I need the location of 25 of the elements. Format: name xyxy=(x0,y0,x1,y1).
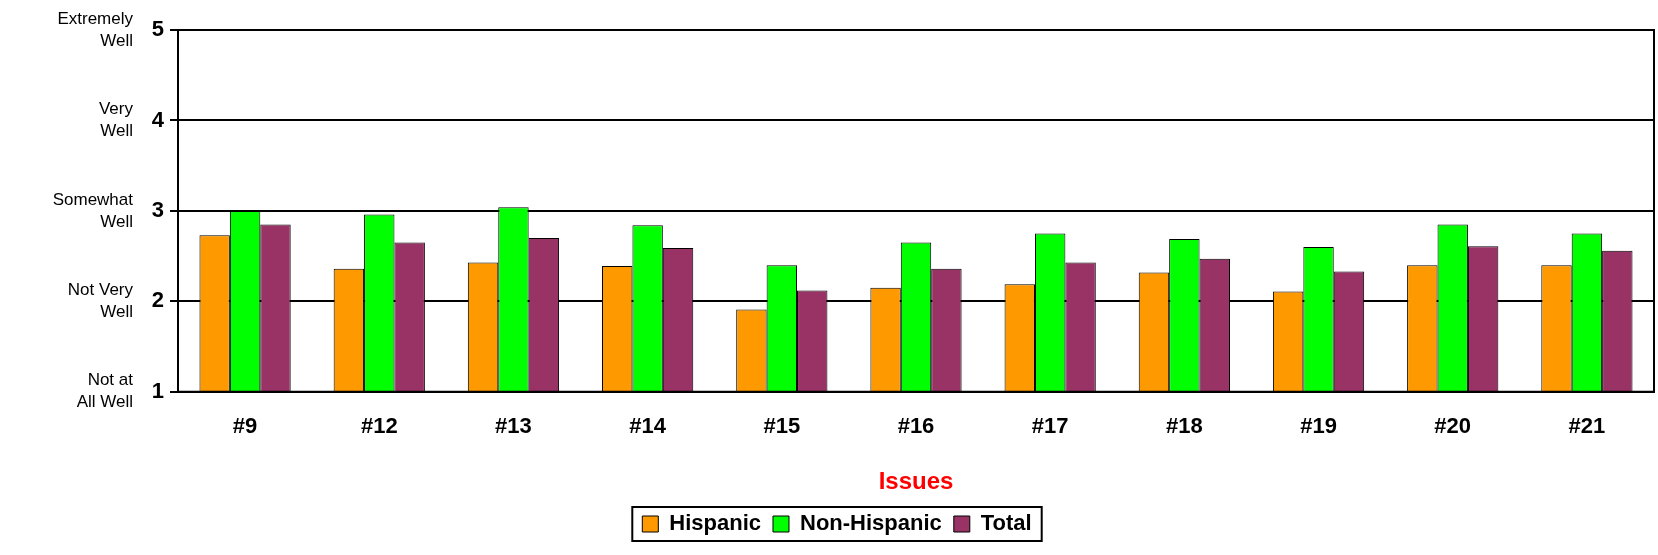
legend-label: Hispanic xyxy=(669,510,761,536)
x-tick-label: #15 xyxy=(763,413,801,439)
y-tick-label: 4 xyxy=(151,106,165,132)
x-tick-label: #12 xyxy=(360,413,398,439)
x-tick-label: #13 xyxy=(495,413,532,439)
x-tick-label: #17 xyxy=(1031,413,1069,439)
legend-label: Non-Hispanic xyxy=(800,510,942,536)
y-tick-label: 1 xyxy=(151,377,164,403)
x-tick-label: #21 xyxy=(1568,413,1606,439)
x-tick-label: #18 xyxy=(1166,413,1203,439)
x-axis-title: Issues xyxy=(878,467,954,495)
y-tick-label: 5 xyxy=(151,16,164,42)
text: Extremely Well xyxy=(57,8,134,50)
x-tick-label: #14 xyxy=(629,413,667,439)
text: Very Well xyxy=(98,99,134,141)
legend-label: Total xyxy=(980,510,1032,536)
y-tick-label: 2 xyxy=(151,287,164,313)
x-tick-label: #20 xyxy=(1434,413,1472,439)
text: Not Very Well xyxy=(67,280,134,322)
text: Not at All Well xyxy=(76,370,134,412)
x-tick-label: #16 xyxy=(897,413,935,439)
text: Somewhat Well xyxy=(52,189,134,231)
x-tick-label: #9 xyxy=(232,413,258,439)
x-tick-label: #19 xyxy=(1300,413,1337,439)
y-tick-label: 3 xyxy=(151,196,164,222)
